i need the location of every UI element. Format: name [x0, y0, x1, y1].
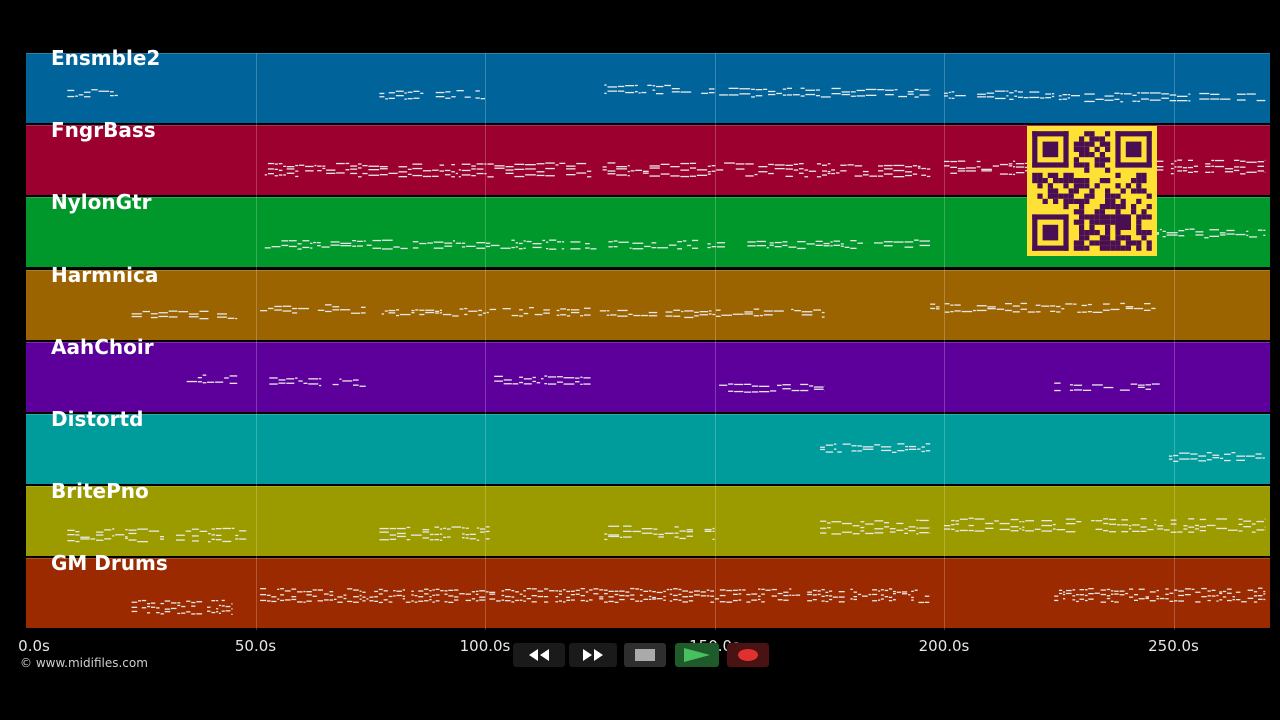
- track-label: AahChoir: [51, 334, 154, 359]
- axis-tick-label: 100.0s: [459, 637, 511, 655]
- axis-tick-label: 200.0s: [918, 637, 970, 655]
- track-label: FngrBass: [51, 118, 156, 143]
- fast-forward-icon: [583, 649, 603, 661]
- track-row-distortd: Distortd: [26, 407, 1270, 484]
- rewind-icon: [529, 649, 549, 661]
- fast-forward-button[interactable]: [569, 643, 617, 667]
- track-label: NylonGtr: [51, 190, 152, 215]
- track-notes: [67, 517, 1266, 543]
- track-notes: [67, 84, 1266, 103]
- track-label: BritePno: [51, 479, 149, 504]
- play-icon: [684, 648, 710, 662]
- track-notes: [264, 159, 1266, 178]
- axis-tick-label: 0.0s: [18, 637, 50, 655]
- track-label: Distortd: [51, 407, 144, 431]
- copyright-text: © www.midifiles.com: [20, 656, 148, 670]
- track-row-ensmble2: Ensmble2: [26, 46, 1270, 123]
- axis-tick-label: 50.0s: [234, 637, 277, 655]
- rewind-button[interactable]: [513, 643, 565, 667]
- axis-tick-label: 250.0s: [1148, 637, 1199, 655]
- grid-line: [485, 53, 486, 630]
- track-label: GM Drums: [51, 551, 168, 576]
- track-row-britepno: BritePno: [26, 479, 1270, 557]
- qr-code: [1027, 126, 1157, 256]
- track-notes: [131, 587, 1266, 616]
- track-row-gm-drums: GM Drums: [26, 551, 1270, 629]
- track-notes: [131, 302, 1156, 319]
- stop-button[interactable]: [624, 643, 666, 667]
- grid-line: [714, 53, 716, 630]
- record-button[interactable]: [727, 643, 769, 667]
- track-notes: [820, 443, 1265, 462]
- qr-code-pattern: [1032, 131, 1152, 251]
- grid-line: [1173, 53, 1175, 630]
- track-notes: [264, 228, 1266, 251]
- track-row-aahchoir: AahChoir: [26, 335, 1270, 412]
- track-label: Harmnica: [51, 262, 159, 287]
- grid-line: [944, 53, 945, 630]
- track-row-harmnica: Harmnica: [26, 263, 1270, 340]
- track-notes: [186, 374, 1160, 393]
- track-label: Ensmble2: [51, 46, 161, 70]
- play-button[interactable]: [675, 643, 719, 667]
- record-icon: [738, 649, 758, 661]
- grid-line: [255, 53, 257, 630]
- stop-icon: [635, 649, 655, 661]
